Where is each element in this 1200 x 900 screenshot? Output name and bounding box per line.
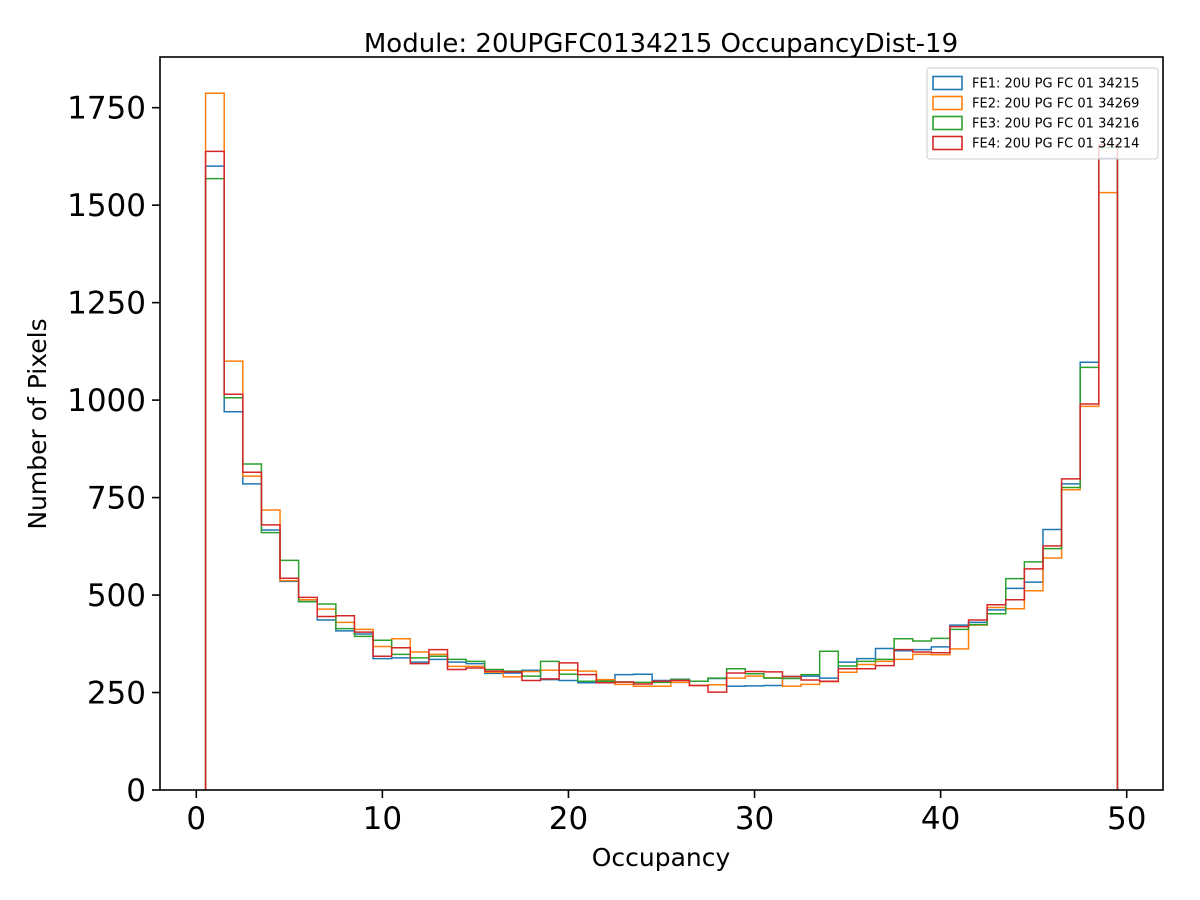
- series-fe1-step-line: [204, 157, 1119, 790]
- x-tick-label: 50: [1107, 801, 1146, 837]
- x-tick-label: 20: [549, 801, 588, 837]
- y-tick-label: 1000: [67, 383, 146, 419]
- y-tick-label: 0: [126, 773, 146, 809]
- chart-title: Module: 20UPGFC0134215 OccupancyDist-19: [364, 29, 958, 59]
- axes-spines: [159, 56, 1164, 791]
- series-fe3-step-line: [204, 146, 1119, 790]
- fe2-swatch-icon: [932, 95, 963, 111]
- legend-item-fe1: FE1: 20U PG FC 01 34215: [932, 75, 1139, 92]
- legend-label-fe2: FE2: 20U PG FC 01 34269: [972, 97, 1139, 112]
- legend-item-fe2: FE2: 20U PG FC 01 34269: [932, 95, 1139, 112]
- legend-label-fe3: FE3: 20U PG FC 01 34216: [972, 117, 1139, 132]
- x-tick-label: 0: [186, 801, 206, 837]
- x-tick-label: 10: [363, 801, 402, 837]
- y-tick-label: 750: [87, 481, 146, 517]
- legend: FE1: 20U PG FC 01 34215 FE2: 20U PG FC 0…: [926, 67, 1159, 160]
- series-fe4-step-line: [204, 143, 1119, 790]
- y-tick-label: 1500: [67, 188, 146, 224]
- series-fe2-step-line: [204, 92, 1119, 790]
- fe4-swatch-icon: [932, 135, 963, 151]
- legend-item-fe3: FE3: 20U PG FC 01 34216: [932, 115, 1139, 132]
- x-tick-label: 30: [735, 801, 774, 837]
- y-tick-label: 1750: [67, 91, 146, 127]
- legend-label-fe4: FE4: 20U PG FC 01 34214: [972, 137, 1139, 152]
- y-axis-label: Number of Pixels: [23, 318, 52, 529]
- legend-item-fe4: FE4: 20U PG FC 01 34214: [932, 135, 1139, 152]
- y-tick-label: 500: [87, 578, 146, 614]
- x-tick-label: 40: [921, 801, 960, 837]
- y-tick-label: 1250: [67, 286, 146, 322]
- legend-box: [926, 67, 1159, 160]
- fe1-swatch-icon: [932, 75, 963, 91]
- y-tick-label: 250: [87, 676, 146, 712]
- fe3-swatch-icon: [932, 115, 963, 131]
- legend-label-fe1: FE1: 20U PG FC 01 34215: [972, 77, 1139, 92]
- x-axis-label: Occupancy: [592, 843, 731, 872]
